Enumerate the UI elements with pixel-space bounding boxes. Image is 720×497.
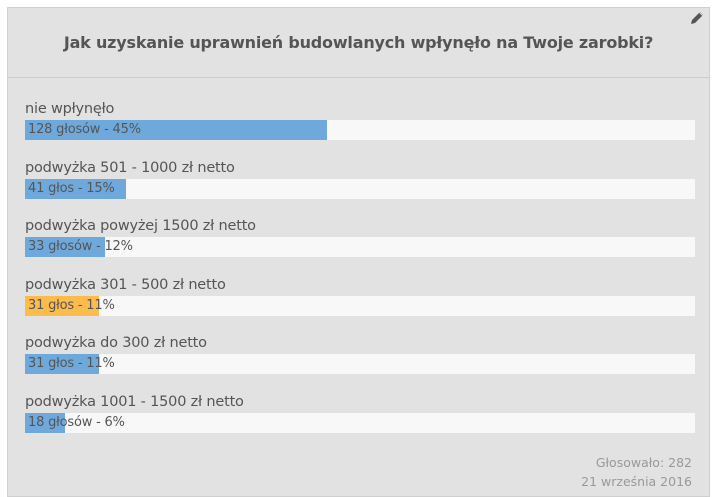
result-bar-track: 128 głosów - 45% xyxy=(25,120,695,140)
poll-option: podwyżka 501 - 1000 zł netto 41 głos - 15… xyxy=(25,157,695,216)
option-label: podwyżka 501 - 1000 zł netto xyxy=(25,159,235,176)
result-value: 33 głosów - 12% xyxy=(28,239,133,254)
result-bar-fill xyxy=(25,120,327,140)
poll-option: nie wpłynęło 128 głosów - 45% xyxy=(25,98,695,157)
result-value: 31 głos - 11% xyxy=(28,297,115,313)
poll-date: 21 września 2016 xyxy=(581,474,692,489)
result-bar-fill xyxy=(25,178,126,199)
result-bar-track: 33 głosów - 12% xyxy=(25,237,695,257)
poll-header: Jak uzyskanie uprawnień budowlanych wpły… xyxy=(8,8,709,78)
vote-count: Głosowało: 282 xyxy=(595,455,692,470)
poll-title: Jak uzyskanie uprawnień budowlanych wpły… xyxy=(63,33,654,52)
result-value: 18 głosów - 6% xyxy=(28,414,125,430)
result-bar-fill xyxy=(25,237,106,257)
option-label: podwyżka 1001 - 1500 zł netto xyxy=(25,393,244,410)
poll-option: podwyżka 301 - 500 zł netto 31 głos - 11% xyxy=(25,274,695,333)
option-label: podwyżka 301 - 500 zł netto xyxy=(25,276,226,293)
result-bar-fill xyxy=(25,354,99,374)
option-label: nie wpłynęło xyxy=(25,101,115,117)
result-bar-track: 31 głos - 11% xyxy=(25,295,695,316)
poll-option: podwyżka do 300 zł netto 31 głos - 11% xyxy=(25,332,695,391)
poll-footer: Głosowało: 282 21 września 2016 xyxy=(581,453,692,491)
result-bar-track: 41 głos - 15% xyxy=(25,178,695,199)
result-value: 128 głosów - 45% xyxy=(28,122,141,137)
poll-option: podwyżka powyżej 1500 zł netto 33 głosów … xyxy=(25,215,695,274)
result-bar-track: 31 głos - 11% xyxy=(25,354,695,374)
result-bar-track: 18 głosów - 6% xyxy=(25,412,695,433)
poll-options: nie wpłynęło 128 głosów - 45% podwyżka 501… xyxy=(25,98,695,449)
result-bar-fill xyxy=(25,412,66,433)
poll-card: Jak uzyskanie uprawnień budowlanych wpły… xyxy=(7,7,710,497)
result-value: 41 głos - 15% xyxy=(28,180,115,196)
option-label: podwyżka do 300 zł netto xyxy=(25,335,207,351)
result-bar-fill xyxy=(25,295,99,316)
pencil-icon[interactable] xyxy=(689,10,705,26)
poll-option: podwyżka 1001 - 1500 zł netto 18 głosów -… xyxy=(25,391,695,450)
result-value: 31 głos - 11% xyxy=(28,356,115,371)
option-label: podwyżka powyżej 1500 zł netto xyxy=(25,218,256,234)
